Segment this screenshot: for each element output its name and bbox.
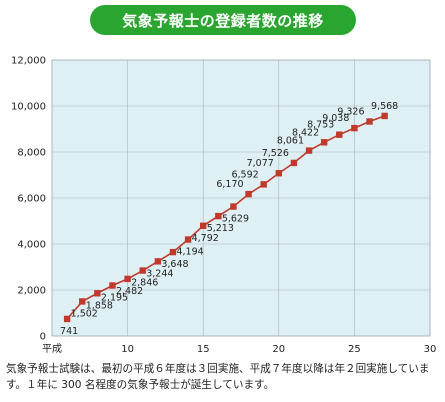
data-point-marker [381,112,388,120]
data-label: 2,482 [116,286,143,297]
data-point-marker [63,315,71,323]
x-tick-label: 10 [121,344,134,355]
data-label: 8,422 [292,127,319,138]
data-markers [63,112,388,323]
data-point-marker [336,131,343,138]
data-point-marker [169,248,177,256]
data-point-marker [351,124,358,132]
y-tick-label: 10,000 [11,102,46,113]
y-tick-label: 4,000 [17,240,46,251]
data-label: 1,858 [86,300,113,311]
data-label: 1,502 [71,308,98,319]
x-tick-label: 25 [348,344,361,355]
grid [52,60,430,336]
data-label: 9,038 [322,113,349,124]
x-axis-ticks: 平成 10 15 20 25 30 [42,343,436,355]
data-point-marker [154,258,162,265]
series-line [66,115,385,320]
data-point-marker [366,118,373,125]
data-point-marker [230,203,237,210]
data-label: 5,213 [207,223,234,234]
data-point-marker [79,298,86,305]
data-label: 2,195 [101,293,128,304]
y-tick-label: 2,000 [17,286,46,297]
data-labels: 7411,5021,8582,1952,4822,8463,2443,6484,… [60,101,398,337]
data-point-marker [215,212,222,220]
data-label: 7,526 [262,148,289,159]
data-point-marker [109,282,116,289]
data-point-marker [139,267,146,274]
caption: 気象予報士試験は、最初の平成６年度は３回実施、平成７年度以降は年２回実施していま… [6,363,430,391]
y-tick-label: 0 [40,332,46,343]
data-point-marker [200,222,207,229]
chart: 0 2,000 4,000 6,000 8,000 10,000 12,000 平成 10 15… [11,56,436,356]
data-label: 9,568 [371,101,398,112]
chart-title: 気象予報士の登録者数の推移 [90,5,356,35]
data-label: 4,792 [192,233,219,244]
data-point-marker [94,290,101,297]
data-label: 9,326 [337,107,364,118]
data-point-marker [184,236,192,243]
y-tick-label: 8,000 [17,148,46,159]
x-tick-label: 30 [424,344,437,355]
data-label: 6,592 [231,169,258,180]
data-label: 2,846 [131,278,158,289]
y-tick-label: 6,000 [17,194,46,205]
data-label: 6,170 [216,179,243,190]
x-tick-label: 15 [197,344,210,355]
data-label: 4,194 [176,247,203,258]
data-point-marker [260,181,267,188]
data-label: 5,629 [222,214,249,225]
data-point-marker [275,170,282,177]
data-point-marker [320,139,328,146]
data-label: 741 [60,326,78,337]
data-label: 7,077 [247,158,274,169]
data-point-marker [290,159,298,167]
y-tick-label: 12,000 [11,56,46,67]
data-label: 3,244 [146,268,173,279]
data-label: 3,648 [161,259,188,270]
data-point-marker [305,147,313,154]
data-point-marker [124,275,131,283]
data-label: 8,061 [277,136,304,147]
x-tick-label-start: 平成 [42,343,62,355]
data-point-marker [245,190,252,198]
y-axis-ticks: 0 2,000 4,000 6,000 8,000 10,000 12,000 [11,56,46,343]
data-label: 8,753 [307,120,334,131]
x-tick-label: 20 [272,344,285,355]
